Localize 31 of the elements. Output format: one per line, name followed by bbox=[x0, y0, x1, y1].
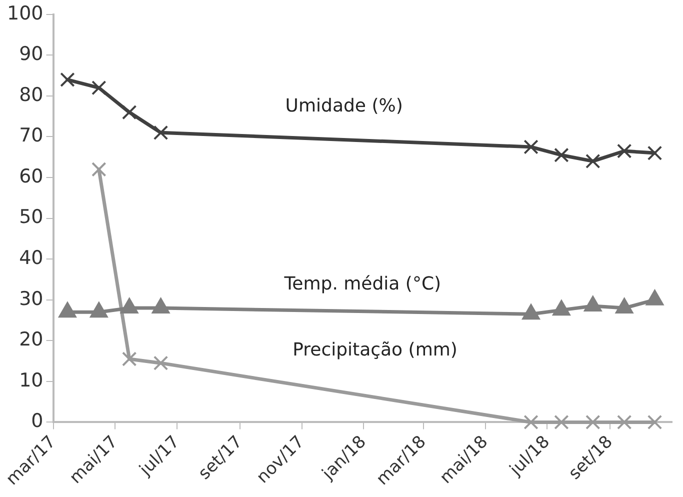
point bbox=[153, 125, 168, 140]
point bbox=[586, 414, 600, 430]
point bbox=[153, 356, 168, 370]
y-tick-label: 20 bbox=[19, 328, 44, 351]
point bbox=[524, 414, 538, 430]
series-label: Umidade (%) bbox=[285, 96, 403, 117]
point bbox=[554, 414, 569, 430]
y-tick-label: 10 bbox=[19, 369, 44, 392]
series-label: Temp. média (°C) bbox=[283, 273, 442, 294]
y-tick-label: 50 bbox=[19, 206, 44, 228]
y-tick-label: 80 bbox=[19, 84, 44, 106]
y-tick-label: 60 bbox=[19, 165, 44, 188]
point bbox=[122, 104, 137, 120]
y-tick-label: 100 bbox=[7, 2, 44, 24]
y-tick-label: 0 bbox=[31, 410, 44, 432]
point bbox=[60, 72, 75, 88]
point bbox=[524, 140, 538, 154]
point bbox=[647, 414, 662, 430]
point bbox=[122, 352, 137, 366]
point bbox=[92, 162, 106, 177]
point bbox=[554, 148, 569, 162]
series-label: Precipitação (mm) bbox=[292, 339, 458, 360]
y-tick-label: 90 bbox=[19, 43, 44, 66]
y-tick-label: 40 bbox=[19, 247, 44, 270]
point bbox=[616, 414, 632, 430]
point bbox=[586, 154, 600, 169]
point bbox=[92, 80, 106, 96]
point bbox=[616, 144, 632, 158]
y-tick-label: 70 bbox=[19, 124, 44, 147]
y-tick-label: 30 bbox=[19, 288, 44, 310]
point bbox=[647, 146, 662, 160]
